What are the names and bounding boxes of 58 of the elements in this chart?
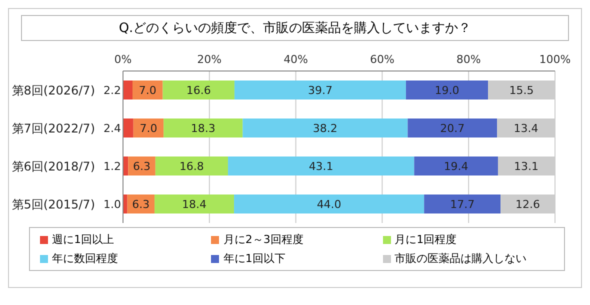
data-label: 6.3 <box>132 198 150 211</box>
data-label: 17.7 <box>450 198 475 211</box>
data-label: 39.7 <box>308 84 332 97</box>
bar <box>154 194 234 214</box>
data-label: 6.3 <box>133 160 151 173</box>
legend-label: 月に2～3回程度 <box>223 232 304 247</box>
y-tick-label: 第8回(2026/7) <box>12 83 95 98</box>
x-tick-label: 20% <box>197 53 222 66</box>
bar <box>162 80 234 100</box>
data-label: 44.0 <box>316 198 342 211</box>
x-tick-label: 60% <box>370 53 394 66</box>
x-tick-label: 100% <box>539 53 571 66</box>
data-label: 15.5 <box>509 84 534 97</box>
x-tick-label: 0% <box>114 53 132 66</box>
bar <box>424 194 501 214</box>
data-label: 16.6 <box>186 84 211 97</box>
x-tick-label: 80% <box>456 53 481 66</box>
data-label: 2.2 <box>104 84 121 97</box>
data-label: 18.4 <box>182 198 207 211</box>
data-label: 20.7 <box>440 122 465 135</box>
data-label: 13.4 <box>514 122 538 135</box>
y-tick-label: 第7回(2022/7) <box>12 121 95 136</box>
bar <box>408 118 498 138</box>
bar <box>123 118 134 138</box>
data-label: 12.6 <box>516 198 540 211</box>
data-label: 1.2 <box>104 160 121 173</box>
data-label: 38.2 <box>312 122 338 135</box>
bar <box>155 156 228 176</box>
legend-label: 市販の医薬品は購入しない <box>394 251 527 266</box>
data-label: 19.4 <box>444 160 468 173</box>
data-label: 1.0 <box>104 198 121 211</box>
bar <box>123 194 128 214</box>
bar <box>164 118 243 138</box>
data-label: 7.0 <box>140 122 158 135</box>
data-label: 43.1 <box>308 160 334 173</box>
x-tick-label: 40% <box>284 53 308 66</box>
bar <box>234 194 424 214</box>
data-label: 13.1 <box>514 160 539 173</box>
data-label: 2.4 <box>104 122 121 135</box>
bar <box>132 80 163 100</box>
data-label: 16.8 <box>179 160 204 173</box>
bar <box>133 118 164 138</box>
data-label: 7.0 <box>138 84 156 97</box>
y-tick-label: 第6回(2018/7) <box>12 159 95 174</box>
bar <box>234 80 406 100</box>
bar <box>228 156 414 176</box>
bar <box>242 118 408 138</box>
bar <box>414 156 498 176</box>
data-label: 19.0 <box>434 84 460 97</box>
chart-title: Q.どのくらいの頻度で、市販の医薬品を購入していますか？ <box>21 15 569 41</box>
legend-label: 週に1回以上 <box>52 232 114 247</box>
y-tick-label: 第5回(2015/7) <box>12 197 95 212</box>
legend-label: 月に1回程度 <box>394 232 457 247</box>
bar <box>123 80 133 100</box>
legend-label: 年に数回程度 <box>52 251 118 266</box>
legend-label: 年に1回以下 <box>223 251 286 266</box>
bar <box>406 80 488 100</box>
data-label: 18.3 <box>190 122 216 135</box>
